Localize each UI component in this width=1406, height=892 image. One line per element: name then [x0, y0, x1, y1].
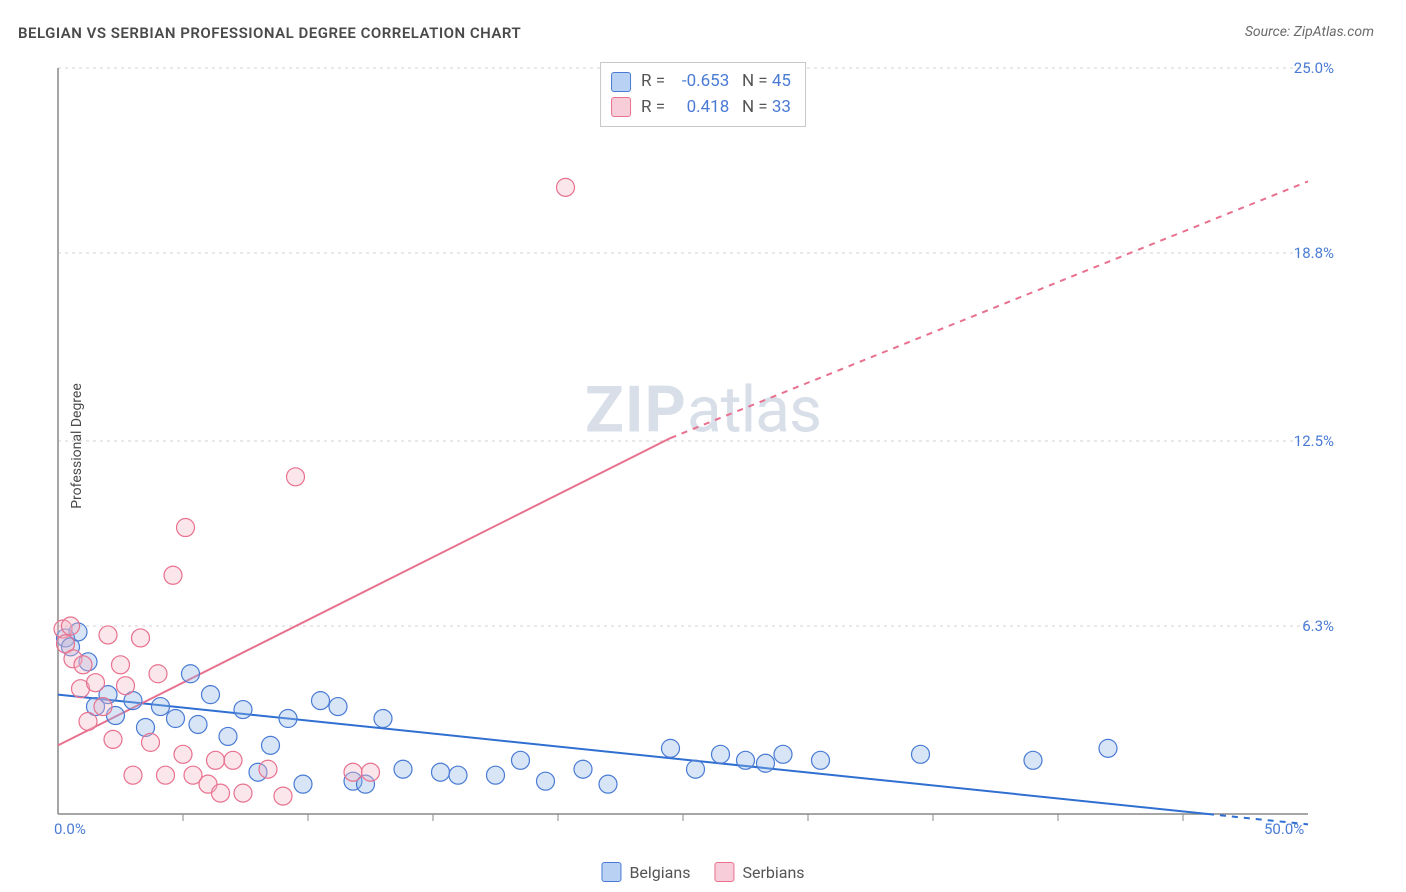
- legend-item: Serbians: [714, 862, 804, 882]
- y-tick-label: 25.0%: [1294, 59, 1334, 77]
- plot-svg: [48, 58, 1358, 838]
- legend-row: R = 0.418 N = 33: [611, 95, 791, 121]
- legend-swatch: [601, 862, 621, 882]
- legend-swatch: [611, 97, 631, 117]
- x-tick-label: 0.0%: [54, 820, 86, 838]
- chart-title: BELGIAN VS SERBIAN PROFESSIONAL DEGREE C…: [18, 24, 521, 42]
- series-legend: Belgians Serbians: [601, 862, 804, 882]
- chart-container: BELGIAN VS SERBIAN PROFESSIONAL DEGREE C…: [0, 0, 1406, 892]
- legend-label: Belgians: [629, 863, 690, 882]
- legend-text: R = 0.418 N = 33: [641, 95, 791, 121]
- legend-row: R = -0.653 N = 45: [611, 69, 791, 95]
- scatter-chart: 6.3% 12.5% 18.8% 25.0% 0.0% 50.0%: [48, 58, 1358, 838]
- y-tick-label: 6.3%: [1302, 617, 1334, 635]
- legend-text: R = -0.653 N = 45: [641, 69, 791, 95]
- legend-swatch: [714, 862, 734, 882]
- legend-item: Belgians: [601, 862, 690, 882]
- legend-swatch: [611, 72, 631, 92]
- correlation-legend: R = -0.653 N = 45R = 0.418 N = 33: [600, 62, 806, 127]
- x-tick-label: 50.0%: [1264, 820, 1304, 838]
- source-attribution: Source: ZipAtlas.com: [1245, 24, 1374, 40]
- y-tick-label: 18.8%: [1294, 244, 1334, 262]
- y-tick-label: 12.5%: [1294, 432, 1334, 450]
- legend-label: Serbians: [742, 863, 804, 882]
